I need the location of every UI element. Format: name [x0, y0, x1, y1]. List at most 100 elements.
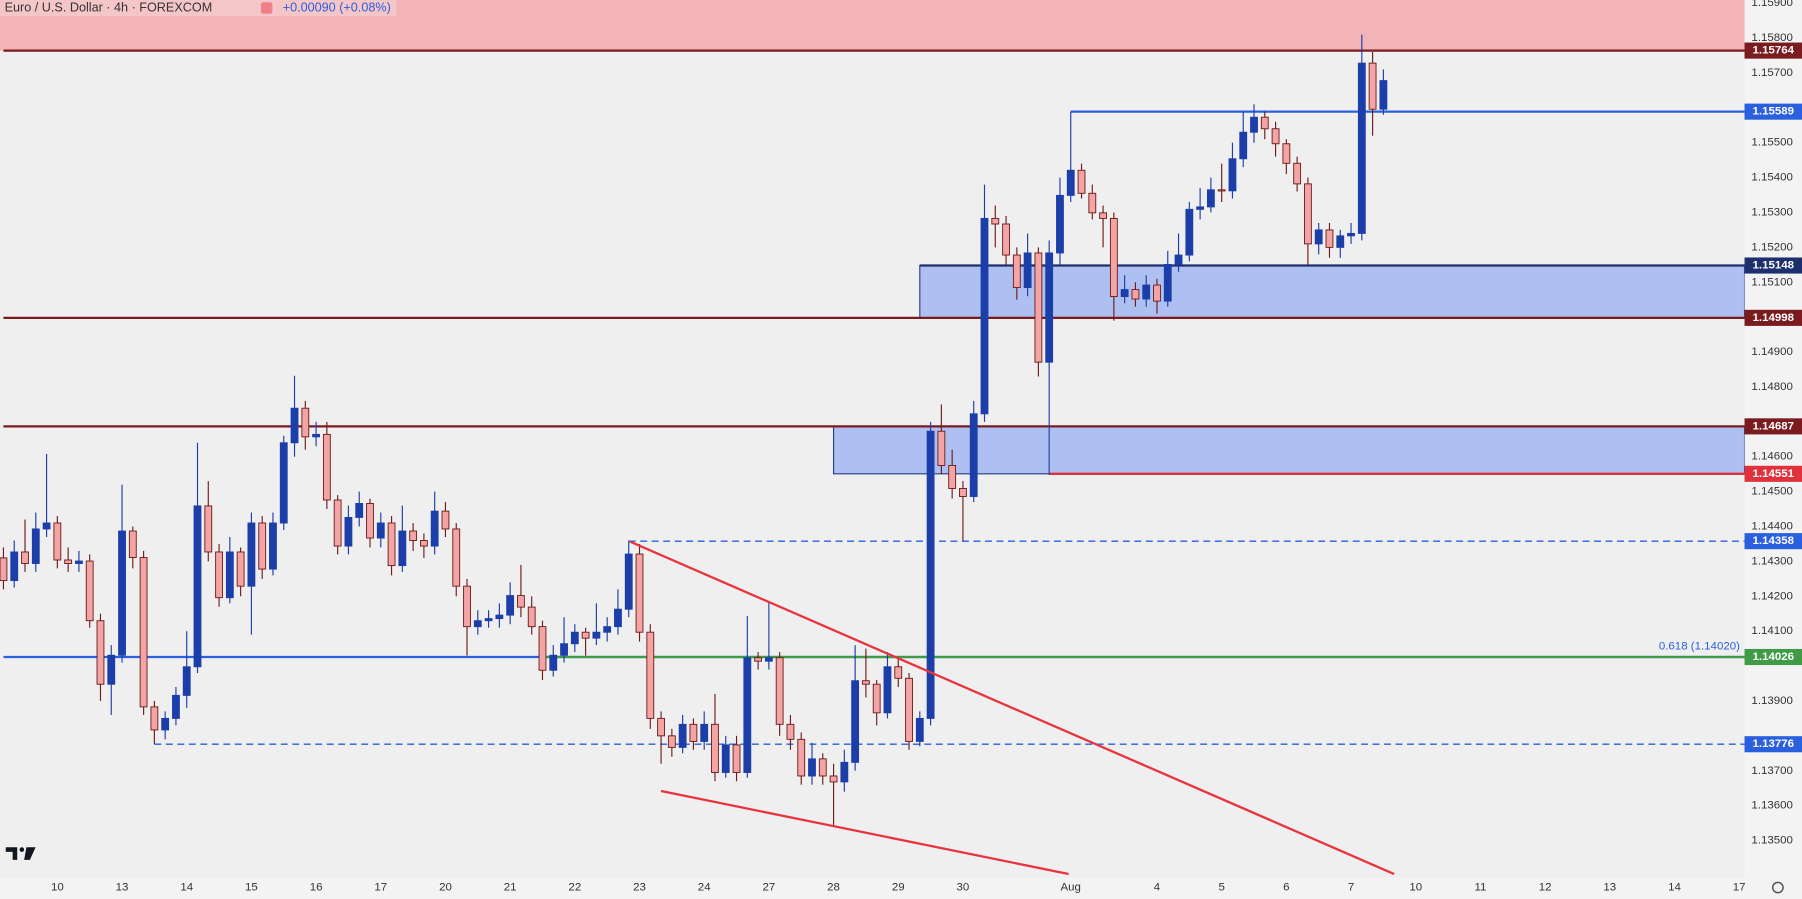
candle-body	[700, 723, 709, 742]
candle-body	[721, 744, 730, 773]
candle-body	[1196, 206, 1205, 210]
candle-body	[624, 553, 633, 610]
candle-body	[1368, 62, 1377, 110]
candle-body	[527, 606, 536, 628]
x-tick-label: 17	[1733, 882, 1746, 894]
candle-body	[1250, 116, 1258, 133]
y-tick-label: 1.14200	[1751, 590, 1793, 602]
x-tick-label: 14	[180, 882, 193, 894]
candle-body	[1357, 62, 1366, 234]
tv-logo[interactable]	[5, 847, 36, 860]
x-tick-label: 28	[827, 882, 840, 894]
candle-body	[1120, 289, 1129, 298]
y-tick-label: 1.13500	[1751, 835, 1793, 847]
candle-body	[344, 516, 353, 547]
y-tick-label: 1.15900	[1751, 0, 1793, 9]
candle-body	[204, 505, 213, 553]
y-tick-label: 1.15200	[1751, 241, 1793, 253]
candle-body	[139, 557, 148, 708]
flag-icon[interactable]	[260, 2, 273, 14]
candle-body	[182, 666, 191, 696]
candle-body	[215, 551, 223, 599]
candle-body	[21, 551, 29, 564]
trendline	[629, 540, 1395, 876]
candle-body	[1217, 189, 1226, 192]
candle-body	[538, 626, 547, 671]
candle-body	[1088, 192, 1097, 214]
candle-body	[290, 407, 299, 444]
candle-body	[1206, 189, 1215, 208]
plot-area: 0.618 (1.14020)	[0, 0, 1746, 876]
price-badge-label: 1.14687	[1753, 420, 1795, 432]
candle-body	[225, 551, 234, 599]
candle-body	[614, 608, 622, 628]
candle-body	[872, 683, 881, 714]
x-tick-label: 11	[1474, 882, 1486, 894]
candle-body	[64, 559, 73, 564]
price-badge	[1744, 309, 1802, 326]
time-axis	[0, 877, 1745, 899]
candle-body	[1153, 284, 1161, 302]
candle-body	[1293, 162, 1302, 185]
candle-body	[1174, 254, 1183, 265]
candle-body	[635, 553, 644, 633]
candle-body	[1056, 194, 1064, 254]
candle-body	[75, 560, 83, 564]
candle-body	[1185, 208, 1194, 256]
y-tick-label: 1.14100	[1751, 625, 1793, 637]
candle-body	[764, 657, 773, 662]
x-tick-label: 5	[1218, 882, 1224, 894]
candle-body	[1347, 232, 1355, 237]
candle-body	[366, 503, 374, 539]
candle-body	[549, 654, 558, 671]
candle-body	[1099, 212, 1107, 219]
candle-body	[959, 488, 967, 497]
price-badge	[1744, 42, 1802, 59]
zone	[919, 264, 1746, 319]
logo-part	[19, 847, 25, 852]
price-badge-label: 1.14358	[1753, 535, 1795, 547]
candle-body	[0, 557, 8, 582]
candle-body	[387, 522, 396, 567]
candle-body	[409, 530, 418, 541]
candle-body	[1282, 143, 1291, 164]
candle-body	[279, 442, 288, 524]
price-badge	[1744, 103, 1802, 120]
x-tick-label: 12	[1539, 882, 1552, 894]
x-tick-label: 24	[698, 882, 711, 894]
y-tick-label: 1.13700	[1751, 765, 1793, 777]
price-badge-label: 1.15589	[1753, 106, 1795, 118]
candle-body	[851, 680, 860, 763]
price-badge-label: 1.14551	[1753, 468, 1795, 480]
y-tick-label: 1.15800	[1751, 32, 1793, 44]
candle-body	[980, 217, 989, 415]
candle-body	[269, 522, 277, 570]
candle-body	[85, 560, 94, 622]
x-tick-label: 22	[568, 882, 581, 894]
y-tick-label: 1.14900	[1751, 346, 1793, 358]
candle-body	[840, 761, 849, 783]
candle-body	[732, 744, 741, 773]
x-tick-label: 13	[116, 882, 129, 894]
settings-icon[interactable]	[1771, 881, 1784, 894]
price-badge	[1744, 533, 1802, 550]
candle-body	[1002, 223, 1010, 256]
price-badge	[1744, 465, 1802, 482]
candle-body	[560, 643, 568, 656]
candle-body	[376, 522, 385, 539]
axis-layer: 1.15900 1.15800 1.15700 1.15500 1.15400 1.153…	[51, 0, 1802, 894]
candle-body	[1109, 217, 1118, 298]
candle-body	[419, 540, 428, 547]
y-tick-label: 1.15500	[1751, 137, 1793, 149]
candle-body	[96, 620, 105, 685]
candle-body	[150, 706, 159, 731]
y-tick-label: 1.15300	[1751, 207, 1793, 219]
candle-body	[894, 666, 903, 679]
candle-body	[463, 585, 471, 628]
candle-body	[1379, 80, 1388, 110]
y-tick-label: 1.13600	[1751, 800, 1793, 812]
price-badge-label: 1.15148	[1753, 260, 1795, 272]
candle-body	[398, 530, 407, 567]
price-badge-label: 1.14026	[1753, 651, 1795, 663]
candle-body	[969, 413, 978, 497]
